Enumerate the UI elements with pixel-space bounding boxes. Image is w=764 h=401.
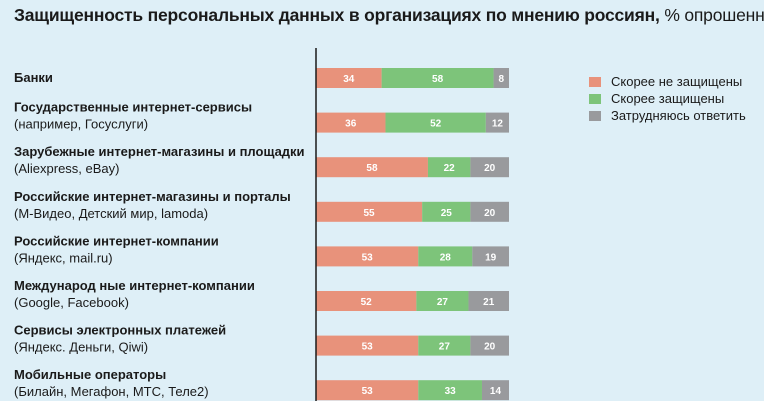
chart-title-unit: % опрошенных xyxy=(664,5,764,25)
bar-segment xyxy=(470,157,509,178)
legend-label: Затрудняюсь ответить xyxy=(611,108,746,123)
bar-segment xyxy=(418,380,482,401)
bar-value-label: 53 xyxy=(362,252,374,263)
legend-item: Затрудняюсь ответить xyxy=(589,107,746,124)
bar-value-label: 20 xyxy=(484,208,496,219)
bar-value-label: 25 xyxy=(441,208,453,219)
bar-value-label: 22 xyxy=(444,163,456,174)
bar-segment xyxy=(316,201,423,222)
bar-segment xyxy=(416,291,469,311)
bar-segment xyxy=(316,246,419,267)
bar-segment xyxy=(481,380,509,401)
bar-segment xyxy=(470,201,509,222)
chart-title-main: Защищенность персональных данных в орган… xyxy=(14,5,660,25)
bar-segment xyxy=(316,335,419,356)
category-label: Сервисы электронных платежей xyxy=(14,323,226,338)
bar-value-label: 8 xyxy=(498,74,504,85)
bar-segment xyxy=(316,112,386,133)
category-label: Мобильные операторы xyxy=(14,367,166,382)
legend: Скорее не защищены Скорее защищены Затрудн… xyxy=(589,73,746,124)
bar-value-label: 53 xyxy=(362,342,374,353)
legend-item: Скорее не защищены xyxy=(589,73,746,90)
category-note: (Google, Facebook) xyxy=(14,295,129,310)
bar-value-label: 58 xyxy=(432,74,444,85)
bar-segment xyxy=(316,68,382,88)
bar-value-label: 28 xyxy=(440,252,452,263)
category-label: Государственные интернет-сервисы xyxy=(14,100,252,115)
category-note: (М-Видео, Детский мир, lamoda) xyxy=(14,206,208,221)
chart-title: Защищенность персональных данных в орган… xyxy=(14,5,764,26)
bar-value-label: 27 xyxy=(439,342,451,353)
bar-segment xyxy=(316,291,417,311)
bar-value-label: 34 xyxy=(343,74,355,85)
bar-value-label: 33 xyxy=(445,386,457,397)
bar-value-label: 21 xyxy=(483,297,495,308)
bar-segment xyxy=(427,157,471,178)
bar-value-label: 58 xyxy=(366,163,378,174)
bar-segment xyxy=(470,335,509,356)
category-label: Российские интернет-магазины и порталы xyxy=(14,189,291,204)
category-label: Международ ные интернет-компании xyxy=(14,278,255,293)
bar-value-label: 53 xyxy=(362,386,374,397)
bar-segment xyxy=(418,335,471,356)
legend-label: Скорее защищены xyxy=(611,91,725,106)
category-note: (Билайн, Мегафон, МТС, Теле2) xyxy=(14,384,209,399)
bar-value-label: 52 xyxy=(361,297,373,308)
legend-swatch xyxy=(589,76,601,87)
bar-segment xyxy=(493,68,509,88)
bar-segment xyxy=(418,246,473,267)
bar-segment xyxy=(381,68,494,88)
bar-segment xyxy=(472,246,509,267)
bar-segment xyxy=(385,112,486,133)
category-note: (Aliexpress, eBay) xyxy=(14,161,119,176)
legend-swatch xyxy=(589,110,601,121)
bar-value-label: 20 xyxy=(484,163,496,174)
bar-segment xyxy=(422,201,471,222)
bar-value-label: 52 xyxy=(430,119,442,130)
bar-value-label: 20 xyxy=(484,342,496,353)
category-note: (например, Госуслуги) xyxy=(14,117,148,132)
bar-segment xyxy=(485,112,509,133)
bar-value-label: 12 xyxy=(492,119,504,130)
category-label: Банки xyxy=(14,70,53,85)
category-label: Российские интернет-компании xyxy=(14,233,219,248)
bar-value-label: 27 xyxy=(437,297,449,308)
category-note: (Яндекс. Деньги, Qiwi) xyxy=(14,340,148,355)
bar-value-label: 36 xyxy=(345,119,357,130)
category-label: Зарубежные интернет-магазины и площадки xyxy=(14,144,305,159)
bar-value-label: 55 xyxy=(364,208,376,219)
bar-segment xyxy=(316,380,419,401)
bar-segment xyxy=(468,291,509,311)
category-note: (Яндекс, mail.ru) xyxy=(14,250,113,265)
legend-item: Скорее защищены xyxy=(589,90,746,107)
bar-value-label: 19 xyxy=(485,252,497,263)
bar-segment xyxy=(316,157,428,178)
legend-swatch xyxy=(589,93,601,104)
bar-value-label: 14 xyxy=(490,386,502,397)
legend-label: Скорее не защищены xyxy=(611,74,743,89)
